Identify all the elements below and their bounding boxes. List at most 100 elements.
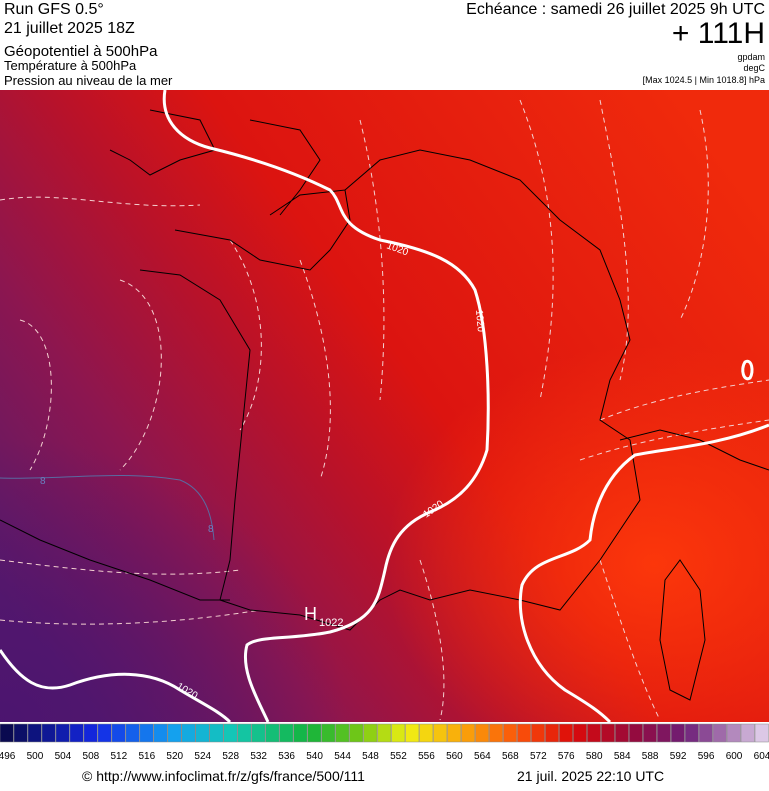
color-swatch bbox=[335, 723, 350, 743]
scale-label: 508 bbox=[83, 751, 100, 762]
unit: degC bbox=[743, 63, 765, 73]
color-swatch bbox=[251, 723, 266, 743]
color-swatch bbox=[600, 723, 615, 743]
scale-label: 564 bbox=[474, 751, 491, 762]
scale-label: 516 bbox=[138, 751, 155, 762]
color-swatch bbox=[0, 723, 14, 743]
color-scale: 496 500 504 508 512 516 520 524 528 532 536 540 544 5… bbox=[0, 723, 769, 762]
color-swatch bbox=[55, 723, 70, 743]
color-swatch bbox=[69, 723, 84, 743]
color-swatch bbox=[27, 723, 42, 743]
color-swatch bbox=[97, 723, 112, 743]
temperature-label: 8 bbox=[40, 476, 46, 487]
color-swatch bbox=[628, 723, 643, 743]
source-url: © http://www.infoclimat.fr/z/gfs/france/… bbox=[82, 768, 365, 784]
color-swatch bbox=[447, 723, 462, 743]
scale-label: 560 bbox=[446, 751, 463, 762]
color-swatch bbox=[349, 723, 364, 743]
color-swatch bbox=[167, 723, 182, 743]
scale-label: 596 bbox=[698, 751, 715, 762]
scale-label: 572 bbox=[530, 751, 547, 762]
scale-label: 600 bbox=[726, 751, 743, 762]
color-swatch bbox=[125, 723, 140, 743]
temperature-label: 8 bbox=[208, 524, 214, 535]
scale-label: 524 bbox=[194, 751, 211, 762]
isobar bbox=[0, 649, 232, 724]
scale-label: 580 bbox=[586, 751, 603, 762]
forecast-time: Echéance : samedi 26 juillet 2025 9h UTC bbox=[466, 1, 765, 18]
scale-label: 592 bbox=[670, 751, 687, 762]
scale-label: 548 bbox=[362, 751, 379, 762]
color-swatch bbox=[363, 723, 378, 743]
color-swatch bbox=[237, 723, 252, 743]
color-swatch bbox=[754, 723, 769, 743]
color-swatch bbox=[195, 723, 210, 743]
color-swatch bbox=[740, 723, 755, 743]
isobar-label: 1020 bbox=[473, 309, 486, 333]
unit: [Max 1024.5 | Min 1018.8] hPa bbox=[643, 75, 765, 85]
color-swatch bbox=[461, 723, 476, 743]
field-name: Géopotentiel à 500hPa bbox=[4, 43, 158, 60]
color-swatch bbox=[223, 723, 238, 743]
color-swatch bbox=[377, 723, 392, 743]
scale-label: 576 bbox=[558, 751, 575, 762]
scale-label: 536 bbox=[278, 751, 295, 762]
color-swatch bbox=[139, 723, 154, 743]
color-swatch bbox=[698, 723, 713, 743]
scale-label: 604 bbox=[754, 751, 769, 762]
color-swatch bbox=[265, 723, 280, 743]
color-swatch bbox=[642, 723, 657, 743]
scale-label: 552 bbox=[390, 751, 407, 762]
color-swatch bbox=[433, 723, 448, 743]
map: 1020 1020 1020 1020 H 1022 8 8 bbox=[0, 89, 769, 724]
color-swatch bbox=[545, 723, 560, 743]
color-swatch bbox=[559, 723, 574, 743]
scale-label: 500 bbox=[27, 751, 44, 762]
color-swatch bbox=[153, 723, 168, 743]
unit: gpdam bbox=[737, 52, 765, 62]
run-date: 21 juillet 2025 18Z bbox=[4, 20, 135, 37]
color-swatch bbox=[670, 723, 685, 743]
scale-label: 584 bbox=[614, 751, 631, 762]
scale-label: 588 bbox=[642, 751, 659, 762]
timestamp: 21 juil. 2025 22:10 UTC bbox=[517, 768, 664, 784]
scale-label: 556 bbox=[418, 751, 435, 762]
field-name: Pression au niveau de la mer bbox=[4, 73, 173, 88]
color-swatch bbox=[405, 723, 420, 743]
color-swatch bbox=[111, 723, 126, 743]
color-swatch bbox=[293, 723, 308, 743]
scale-label: 532 bbox=[250, 751, 267, 762]
color-swatch bbox=[712, 723, 727, 743]
temperature-contour bbox=[0, 474, 215, 541]
color-swatch bbox=[656, 723, 671, 743]
color-swatch bbox=[586, 723, 601, 743]
color-swatch bbox=[181, 723, 196, 743]
scale-label: 512 bbox=[111, 751, 128, 762]
color-swatch bbox=[503, 723, 518, 743]
color-swatch bbox=[307, 723, 322, 743]
color-swatch bbox=[517, 723, 532, 743]
color-swatch bbox=[419, 723, 434, 743]
isobar bbox=[518, 423, 769, 724]
scale-label: 520 bbox=[166, 751, 183, 762]
color-swatch bbox=[573, 723, 587, 743]
scale-label: 496 bbox=[0, 751, 16, 762]
run-title: Run GFS 0.5° bbox=[4, 1, 104, 18]
color-swatch bbox=[41, 723, 56, 743]
color-swatch bbox=[475, 723, 490, 743]
scale-label: 504 bbox=[55, 751, 72, 762]
color-swatch bbox=[13, 723, 28, 743]
color-swatch bbox=[391, 723, 406, 743]
color-swatch bbox=[83, 723, 98, 743]
color-swatch bbox=[489, 723, 504, 743]
high-symbol: H bbox=[304, 604, 317, 624]
scale-label: 540 bbox=[306, 751, 323, 762]
color-swatch bbox=[531, 723, 546, 743]
color-swatch bbox=[321, 723, 336, 743]
color-swatch bbox=[726, 723, 741, 743]
temperature-field bbox=[0, 90, 769, 722]
color-swatch bbox=[279, 723, 294, 743]
high-value: 1022 bbox=[319, 617, 343, 629]
color-swatch bbox=[614, 723, 629, 743]
